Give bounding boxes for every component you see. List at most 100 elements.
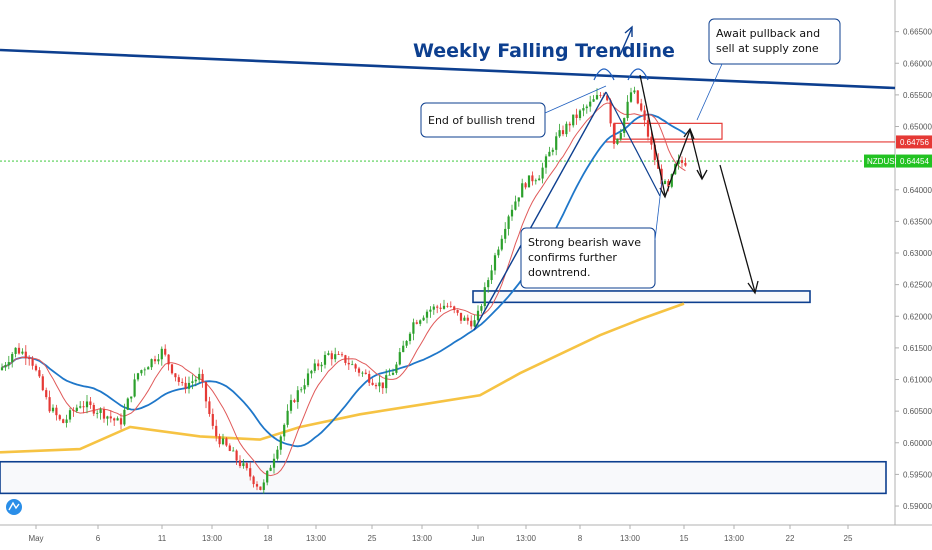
candle-body [109,416,112,419]
y-tick-label: 0.63000 [903,249,932,258]
candle-body [45,390,48,398]
candle-body [249,468,252,477]
candle-body [425,311,429,318]
x-tick-label: 8 [578,534,583,543]
candle-body [487,280,490,288]
candle-body [490,270,493,281]
candle-body [599,95,602,96]
candle-body [113,418,116,421]
x-tick-label: 22 [786,534,795,543]
candle-body [514,201,517,210]
candle-body [102,409,106,419]
candle-body [235,450,238,461]
y-tick-label: 0.65000 [903,123,932,132]
candle-body [334,354,337,360]
candle-body [310,370,313,374]
candle-body [646,120,650,137]
candle-body [643,110,646,121]
x-tick-label: 11 [158,534,167,543]
candle-body [286,410,289,425]
candle-body [663,180,667,184]
candle-body [21,351,24,354]
candle-body [473,320,476,327]
candle-body [595,95,599,100]
candle-body [215,425,218,437]
candle-body [31,358,34,366]
candle-body [357,368,361,373]
candle-body [160,348,163,360]
candle-body [636,90,639,104]
candle-body [4,365,7,368]
y-axis-ticks: 0.665000.660000.655000.650000.645000.640… [895,28,932,511]
callout-bearish-wave-line2: confirms further [528,251,617,264]
candle-body [72,410,75,412]
candle-body [157,359,160,362]
series-ema-fast [1,102,686,477]
candle-body [395,364,398,373]
resume-arrow-head [696,169,708,181]
candle-body [242,463,245,467]
target-arrow-line [719,164,756,293]
candle-body [572,114,575,126]
y-tick-label: 0.61500 [903,344,932,353]
y-tick-label: 0.62000 [903,312,932,321]
candle-body [422,317,425,321]
callout-await-pullback-box [708,18,841,65]
x-tick-label: 13:00 [516,534,537,543]
candle-body [225,438,228,446]
candle-body [493,255,497,271]
candle-body [578,110,582,119]
candle-body [429,309,432,312]
candle-body [680,160,684,163]
candle-body [619,132,622,139]
x-tick-label: 13:00 [202,534,223,543]
callout-await-pullback-line2: sell at supply zone [716,42,819,55]
candle-body [344,355,347,363]
series-ema-mid [1,113,686,448]
candle-body [238,460,242,467]
candle-body [368,373,371,383]
candle-body [483,287,486,307]
candle-body [436,306,439,308]
x-tick-label: 25 [368,534,377,543]
candle-body [446,305,449,307]
candle-body [653,144,656,161]
candle-body [504,228,507,239]
x-tick-label: 25 [844,534,853,543]
candle-body [538,178,541,181]
candle-body [626,101,629,119]
x-tick-label: May [28,534,43,543]
candle-body [34,365,38,371]
current-price-label: 0.64454 [900,157,929,166]
candle-body [351,364,354,366]
candle-body [371,382,374,385]
candle-body [517,197,520,202]
candle-body [463,317,466,321]
candle-body [191,381,194,383]
callout-bearish-wave-line3: downtrend. [528,266,591,279]
candle-body [629,92,633,102]
candle-body [62,419,65,423]
candle-body [177,377,180,382]
resistance-price-label: 0.64756 [900,138,929,147]
candle-body [99,409,102,413]
candle-body [245,463,248,469]
candle-body [208,401,211,415]
candle-body [551,149,554,152]
candle-body [408,333,412,341]
candle-body [252,476,255,485]
x-tick-label: 13:00 [306,534,327,543]
callout-bearish-wave-line1: Strong bearish wave [528,236,641,249]
candle-body [612,123,616,144]
drop-arrow-head [659,185,670,199]
y-tick-label: 0.64000 [903,186,932,195]
x-tick-label: 6 [96,534,101,543]
candle-body [340,354,344,356]
candle-body [405,340,408,346]
candle-body [507,216,510,229]
candle-body [364,372,367,374]
candle-body [14,347,17,354]
candle-body [548,151,551,157]
candle-body [24,351,27,359]
weekly-falling-trendline [0,48,896,90]
